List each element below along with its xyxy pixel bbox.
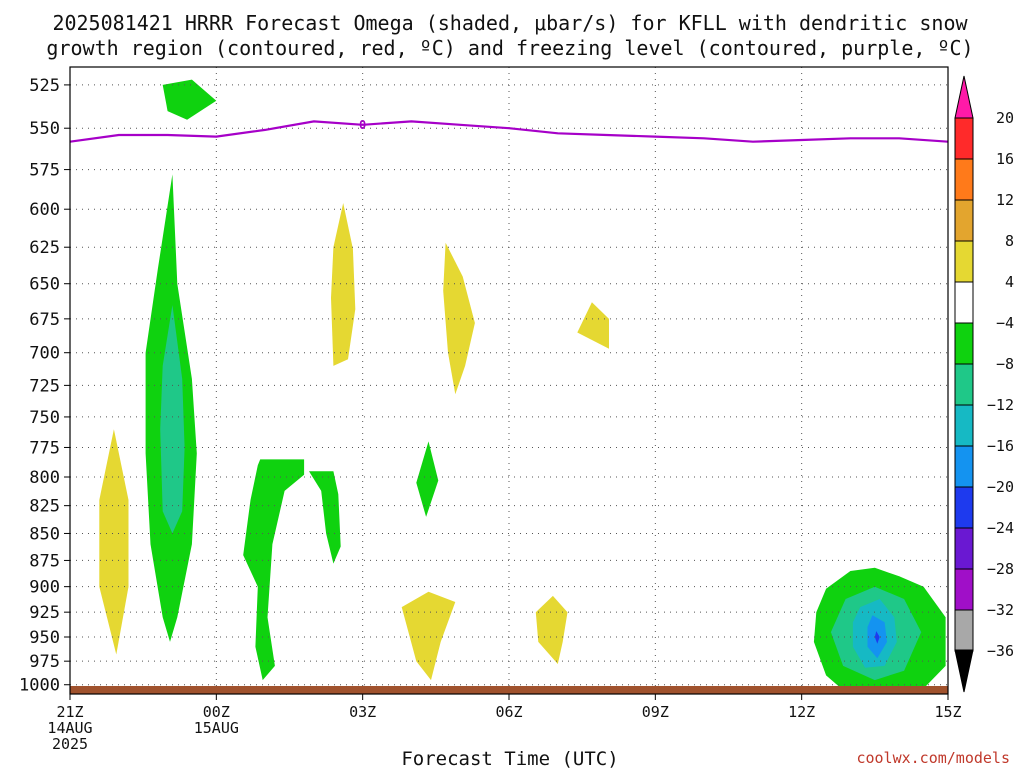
omega-region-11: [577, 302, 609, 349]
y-tick-label: 600: [29, 200, 60, 220]
colorbar-label: −4: [996, 314, 1014, 332]
x-tick-label: 00Z: [203, 703, 230, 721]
colorbar-label: 8: [1005, 232, 1014, 250]
omega-region-1: [99, 429, 129, 655]
x-tick-label: 2025: [52, 735, 88, 753]
y-tick-label: 650: [29, 275, 60, 295]
y-tick-label: 725: [29, 376, 60, 396]
x-tick-label: 15Z: [934, 703, 961, 721]
chart-grid: [69, 67, 949, 694]
freezing-level-label: 0: [359, 118, 366, 132]
colorbar-swatch: [954, 568, 974, 611]
omega-region-6: [309, 471, 341, 564]
y-tick-label: 525: [29, 76, 60, 96]
watermark: coolwx.com/models: [856, 749, 1010, 767]
y-tick-label: 675: [29, 310, 60, 330]
colorbar-arrow-top: [954, 75, 974, 119]
x-axis-label: Forecast Time (UTC): [401, 748, 618, 768]
y-tick-label: 775: [29, 438, 60, 458]
colorbar-swatch: [954, 486, 974, 529]
y-tick-label: 925: [29, 603, 60, 623]
y-tick-label: 850: [29, 524, 60, 544]
x-tick-label: 14AUG: [47, 719, 92, 737]
freezing-level-contour: [69, 120, 949, 143]
y-tick-label: 1000: [19, 676, 60, 696]
omega-region-10: [535, 595, 568, 664]
colorbar-swatch: [954, 445, 974, 488]
colorbar-swatch: [954, 609, 974, 652]
chart-title-line2: growth region (contoured, red, ºC) and f…: [46, 36, 973, 60]
y-tick-label: 800: [29, 468, 60, 488]
x-tick-label: 12Z: [788, 703, 815, 721]
colorbar-label: 20: [996, 109, 1014, 127]
colorbar-label: 12: [996, 191, 1014, 209]
colorbar-label: −8: [996, 355, 1014, 373]
colorbar-label: −24: [987, 519, 1014, 537]
omega-region-0: [162, 79, 217, 120]
colorbar-label: −12: [987, 396, 1014, 414]
x-tick-label: 21Z: [56, 703, 83, 721]
omega-region-8: [416, 441, 439, 517]
colorbar-swatch: [954, 322, 974, 365]
colorbar-swatch: [954, 240, 974, 283]
y-tick-label: 825: [29, 497, 60, 517]
omega-region-16: [874, 631, 880, 644]
x-tick-label: 03Z: [349, 703, 376, 721]
chart-title-line1: 2025081421 HRRR Forecast Omega (shaded, …: [52, 11, 968, 35]
omega-region-5: [243, 459, 305, 681]
colorbar-swatch: [954, 281, 974, 324]
y-tick-label: 625: [29, 238, 60, 258]
x-tick-label: 09Z: [642, 703, 669, 721]
omega-region-4: [331, 203, 356, 366]
y-tick-label: 700: [29, 344, 60, 364]
pressure-axis: 525 550 575 600 625 650 675 700 725 750 775 800 825 8…: [19, 76, 70, 696]
y-tick-label: 975: [29, 652, 60, 672]
colorbar-label: −36: [987, 642, 1014, 660]
colorbar-arrow-bottom: [954, 649, 974, 693]
colorbar-label: −32: [987, 601, 1014, 619]
plot-frame: [69, 66, 949, 695]
colorbar-label: 4: [1005, 273, 1014, 291]
colorbar-label: 16: [996, 150, 1014, 168]
y-tick-label: 950: [29, 628, 60, 648]
colorbar-swatch: [954, 117, 974, 160]
x-tick-label: 06Z: [495, 703, 522, 721]
y-tick-label: 875: [29, 551, 60, 571]
colorbar-label: −28: [987, 560, 1014, 578]
y-tick-label: 575: [29, 161, 60, 181]
colorbar-label: −16: [987, 437, 1014, 455]
omega-region-9: [401, 591, 456, 681]
ground-strip: [70, 686, 948, 694]
y-tick-label: 550: [29, 119, 60, 139]
colorbar-swatch: [954, 404, 974, 447]
omega-region-3: [160, 305, 185, 534]
colorbar-label: −20: [987, 478, 1014, 496]
y-tick-label: 900: [29, 578, 60, 598]
colorbar-swatch: [954, 363, 974, 406]
omega-shaded-regions: [99, 79, 946, 694]
x-tick-label: 15AUG: [194, 719, 239, 737]
colorbar-swatch: [954, 199, 974, 242]
omega-region-7: [443, 242, 475, 395]
y-tick-label: 750: [29, 408, 60, 428]
colorbar-swatch: [954, 527, 974, 570]
colorbar-swatch: [954, 158, 974, 201]
colorbar: 20 16 12 8 4 −4 −8 −12 −16 −20 −24 −28 −32 −36: [954, 75, 1014, 693]
